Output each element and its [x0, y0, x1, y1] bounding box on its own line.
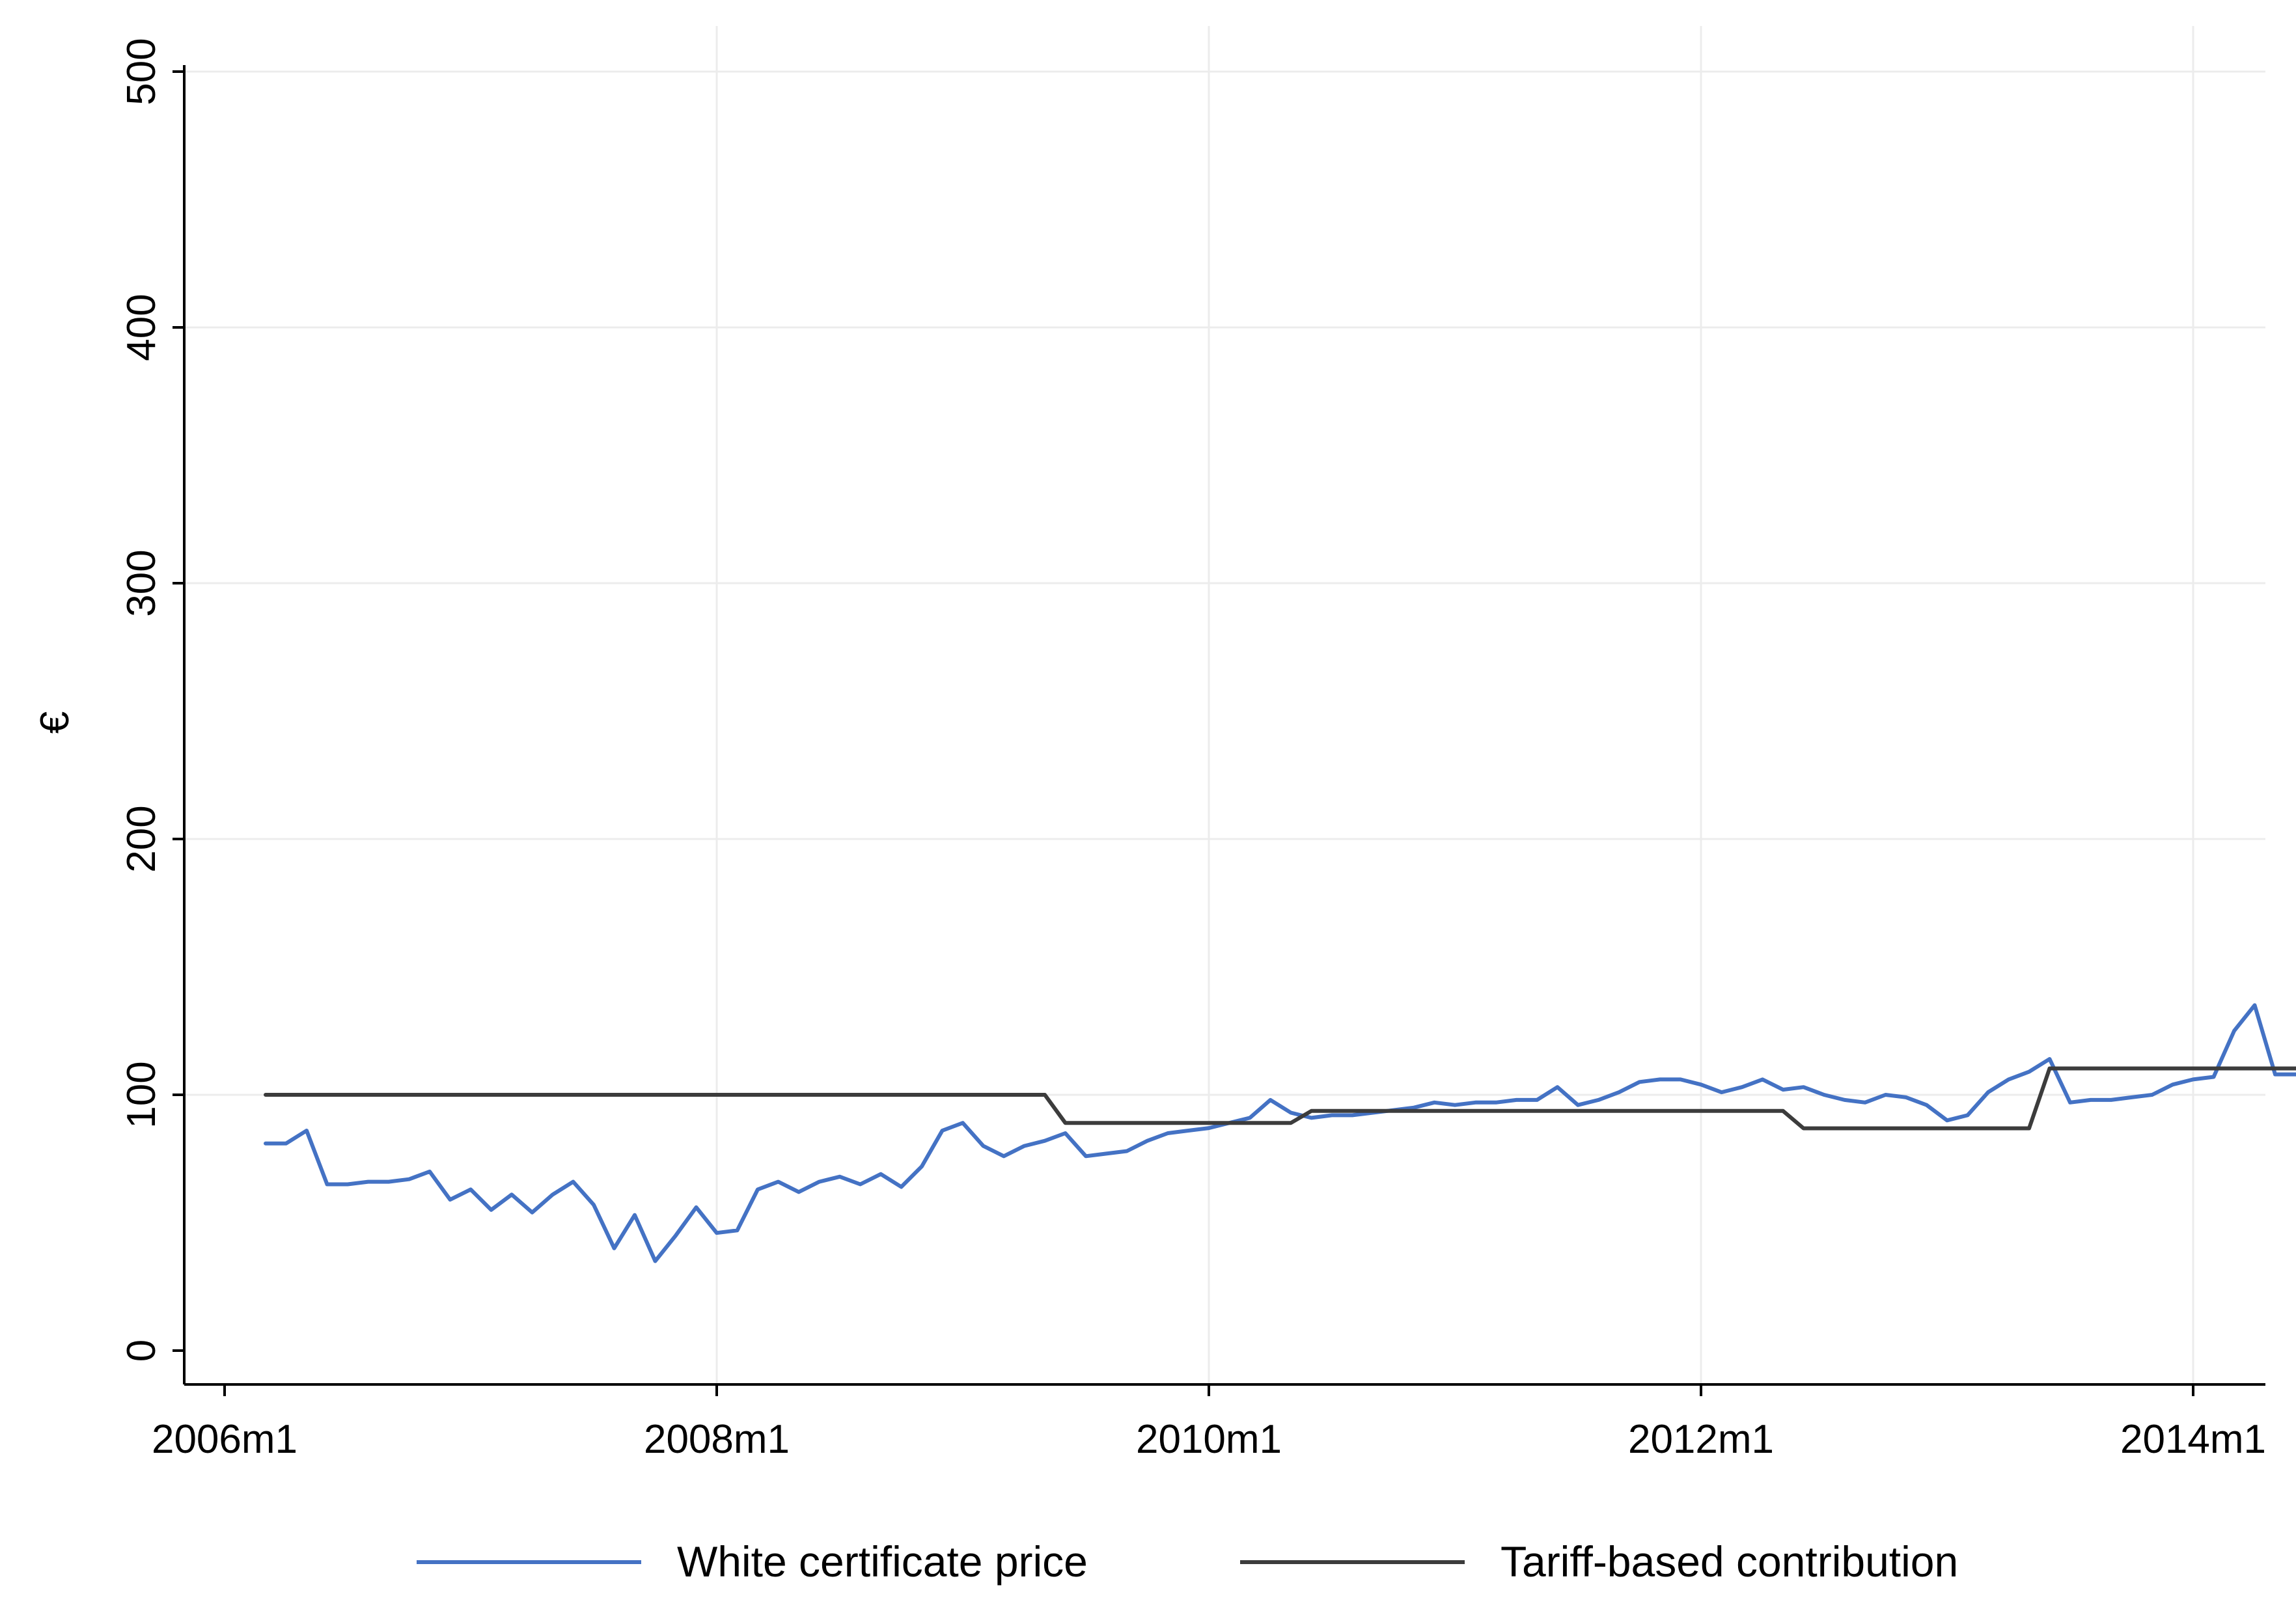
series-line-white-certificate-price [264, 1003, 2296, 1263]
legend-label: Tariff-based contribution [1501, 1537, 1958, 1586]
x-tick-label: 2012m1 [1628, 1417, 1774, 1462]
x-tick-label: 2008m1 [644, 1417, 790, 1462]
legend-label: White certificate price [677, 1537, 1088, 1586]
y-tick-labels: 0 100 200 300 400 500 [119, 38, 164, 1362]
y-tick-label: 200 [119, 805, 164, 872]
legend: White certificate price Tariff-based cont… [417, 1537, 1958, 1586]
y-tick-label: 0 [119, 1340, 164, 1362]
x-tick-label: 2010m1 [1136, 1417, 1282, 1462]
axes [173, 65, 2265, 1396]
y-tick-label: 300 [119, 549, 164, 616]
x-tick-label: 2014m1 [2120, 1417, 2266, 1462]
y-tick-label: 400 [119, 294, 164, 361]
y-tick-label: 100 [119, 1061, 164, 1128]
x-tick-labels: 2006m12008m12010m12012m12014m12016m12018… [152, 1417, 2266, 1462]
series-line-tariff-based-contribution [264, 1066, 2296, 1131]
series-lines [264, 1003, 2296, 1263]
gridlines [184, 26, 2265, 1384]
x-tick-label: 2006m1 [152, 1417, 297, 1462]
y-axis-label: € [33, 711, 77, 734]
y-tick-label: 500 [119, 38, 164, 105]
